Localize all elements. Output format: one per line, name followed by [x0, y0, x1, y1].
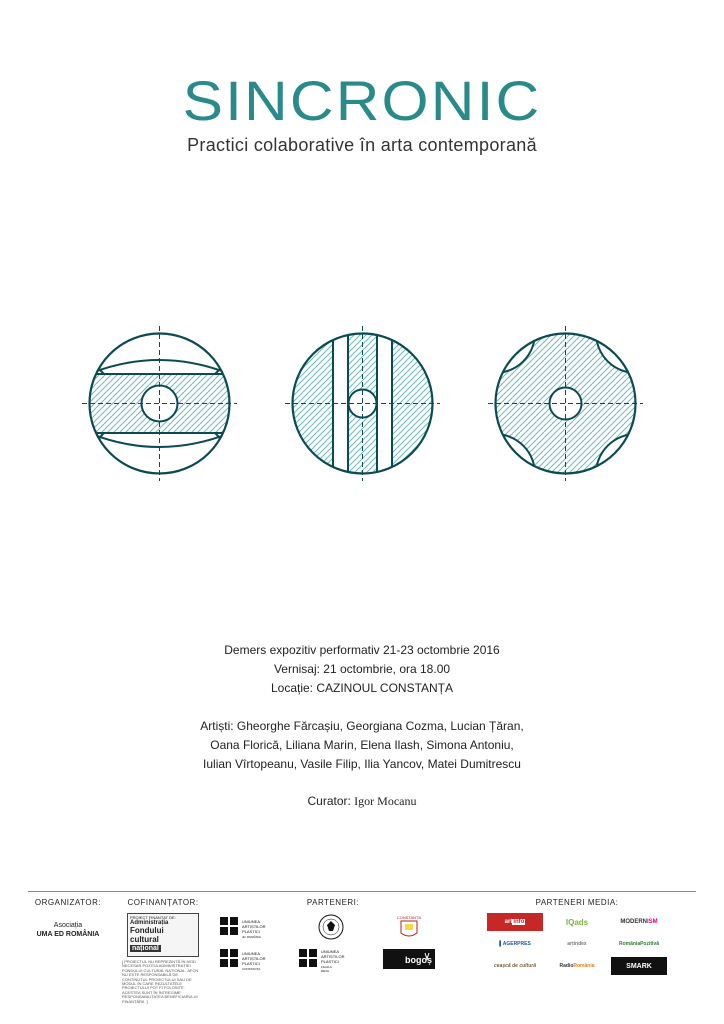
media-logo-artinfo: artinfo — [487, 913, 543, 931]
artists-label: Artiști: — [200, 719, 237, 733]
partner-grid: UNIUNEAARTIȘTILORPLASTICIdin ROMÂNIA CON… — [218, 913, 448, 973]
media-logo-iqads: IQads — [549, 913, 605, 931]
partner-logo-uap-romania: UNIUNEAARTIȘTILORPLASTICIdin ROMÂNIA — [218, 913, 286, 941]
artists-names-1: Gheorghe Fărcașiu, Georgiana Cozma, Luci… — [237, 719, 524, 733]
media-col: PARTENERI MEDIA: artinfo IQads MODERNISM… — [458, 898, 696, 975]
svg-text:CONSTANȚA: CONSTANȚA — [397, 915, 422, 920]
org-line1: Asociația — [37, 921, 100, 930]
organizator-heading: ORGANIZATOR: — [35, 898, 101, 907]
info-block: Demers expozitiv performativ 21-23 octom… — [0, 641, 724, 811]
svg-text:PLASTICI: PLASTICI — [321, 959, 339, 964]
partner-logo-bogos: bogoș — [375, 945, 443, 973]
curator-label: Curator: — [307, 794, 354, 808]
partner-logo-uap-deva: UNIUNEAARTIȘTILORPLASTICIFILIALADEVA — [297, 945, 365, 973]
afcn-logo: PROIECT FINANȚAT DE: Administrația Fondu… — [127, 913, 199, 957]
cofinantator-heading: COFINANȚATOR: — [127, 898, 198, 907]
event-info: Demers expozitiv performativ 21-23 octom… — [0, 641, 724, 699]
parteneri-col: PARTENERI: UNIUNEAARTIȘTILORPLASTICIdin … — [218, 898, 448, 973]
artists-line1: Artiști: Gheorghe Fărcașiu, Georgiana Co… — [0, 717, 724, 736]
afcn-l4: național — [130, 945, 161, 953]
event-line3: Locație: CAZINOUL CONSTANȚA — [0, 679, 724, 698]
media-logo-artindex: artindex — [549, 935, 605, 953]
media-logo-romaniapozitiva: RomâniaPozitivă — [611, 935, 667, 953]
artists-line2: Oana Florică, Liliana Marin, Elena Ilash… — [0, 736, 724, 755]
partner-logo-constanta: CONSTANȚA — [375, 913, 443, 941]
subtitle: Practici colaborative în arta contempora… — [0, 135, 724, 156]
main-title: SINCRONIC — [0, 68, 724, 133]
event-line1: Demers expozitiv performativ 21-23 octom… — [0, 641, 724, 660]
media-logo-smark: SMARK — [611, 957, 667, 975]
media-logo-radio: RadioRomânia — [549, 957, 605, 975]
artists-block: Artiști: Gheorghe Fărcașiu, Georgiana Co… — [0, 717, 724, 775]
media-logo-modernism: MODERNISM — [611, 913, 667, 931]
footer-divider — [28, 891, 696, 892]
media-logo-ceasca: ceașcă de cultură — [487, 957, 543, 975]
partner-logo-seal — [297, 913, 365, 941]
afcn-disclaimer: [ PROIECTUL NU REPREZINTĂ ÎN MOD NECESAR… — [122, 960, 204, 1004]
cofinantator-col: COFINANȚATOR: PROIECT FINANȚAT DE: Admin… — [118, 898, 208, 1004]
partner-logo-uap-constanta: UNIUNEAARTIȘTILORPLASTICICONSTANȚA — [218, 945, 286, 973]
curator-name: Igor Mocanu — [354, 794, 416, 808]
organizator-text: Asociația UMA ED ROMÂNIA — [37, 921, 100, 939]
event-line2: Vernisaj: 21 octombrie, ora 18.00 — [0, 660, 724, 679]
header: SINCRONIC Practici colaborative în arta … — [0, 0, 724, 156]
organizator-col: ORGANIZATOR: Asociația UMA ED ROMÂNIA — [28, 898, 108, 939]
curator-block: Curator: Igor Mocanu — [0, 792, 724, 811]
org-line2: UMA ED ROMÂNIA — [37, 930, 100, 939]
media-grid: artinfo IQads MODERNISM ▌AGERPRES artind… — [487, 913, 667, 975]
svg-text:DEVA: DEVA — [321, 969, 329, 973]
location-label: Locație: — [271, 681, 316, 695]
footer-row: ORGANIZATOR: Asociația UMA ED ROMÂNIA CO… — [28, 898, 696, 1004]
diagram-3 — [488, 326, 643, 481]
svg-text:PLASTICI: PLASTICI — [242, 961, 260, 966]
artists-line3: Iulian Vîrtopeanu, Vasile Filip, Ilia Ya… — [0, 755, 724, 774]
svg-text:din ROMÂNIA: din ROMÂNIA — [242, 934, 261, 939]
diagram-2 — [285, 326, 440, 481]
footer: ORGANIZATOR: Asociația UMA ED ROMÂNIA CO… — [0, 891, 724, 1004]
parteneri-heading: PARTENERI: — [307, 898, 359, 907]
location-value: CAZINOUL CONSTANȚA — [316, 681, 453, 695]
media-logo-agerpres: ▌AGERPRES — [487, 935, 543, 953]
media-heading: PARTENERI MEDIA: — [536, 898, 619, 907]
svg-text:CONSTANȚA: CONSTANȚA — [242, 967, 260, 971]
diagram-row — [0, 326, 724, 481]
svg-text:PLASTICI: PLASTICI — [242, 929, 260, 934]
afcn-l3: cultural — [130, 936, 196, 945]
diagram-1 — [82, 326, 237, 481]
